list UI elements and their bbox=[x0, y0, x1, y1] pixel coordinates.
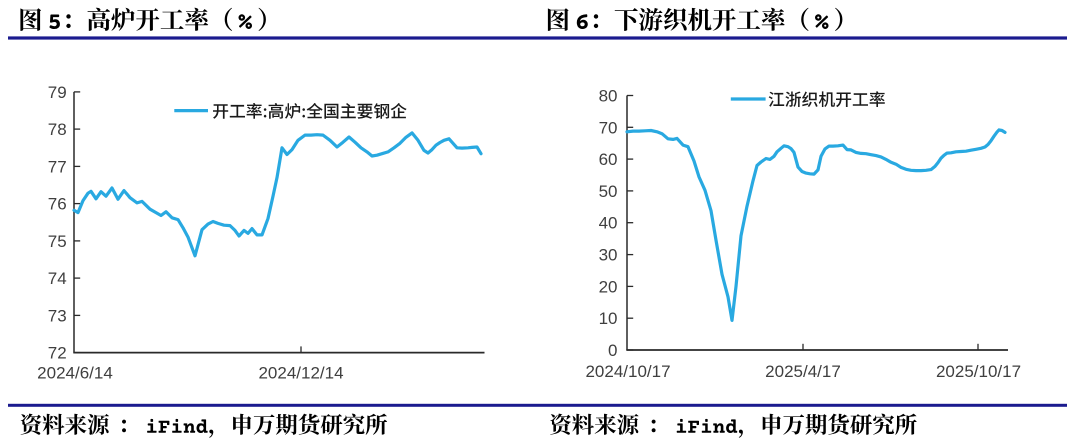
svg-text:79: 79 bbox=[48, 83, 67, 102]
svg-text:60: 60 bbox=[599, 150, 618, 169]
svg-text:20: 20 bbox=[599, 277, 618, 296]
svg-text:50: 50 bbox=[599, 182, 618, 201]
svg-text:2025/10/17: 2025/10/17 bbox=[936, 362, 1021, 381]
svg-text:40: 40 bbox=[599, 214, 618, 233]
svg-text:2025/4/17: 2025/4/17 bbox=[765, 362, 841, 381]
svg-text:80: 80 bbox=[599, 87, 618, 106]
svg-text:2024/6/14: 2024/6/14 bbox=[37, 364, 113, 383]
svg-text:76: 76 bbox=[48, 195, 67, 214]
svg-text:73: 73 bbox=[48, 306, 67, 325]
svg-text:2024/10/17: 2024/10/17 bbox=[585, 362, 670, 381]
svg-text:10: 10 bbox=[599, 309, 618, 328]
svg-text:74: 74 bbox=[48, 269, 67, 288]
svg-text:77: 77 bbox=[48, 157, 67, 176]
svg-text:0: 0 bbox=[608, 341, 617, 360]
svg-text:78: 78 bbox=[48, 120, 67, 139]
svg-text:30: 30 bbox=[599, 246, 618, 265]
svg-text:72: 72 bbox=[48, 344, 67, 363]
svg-text:2024/12/14: 2024/12/14 bbox=[258, 364, 343, 383]
svg-text:70: 70 bbox=[599, 118, 618, 137]
svg-text:75: 75 bbox=[48, 232, 67, 251]
